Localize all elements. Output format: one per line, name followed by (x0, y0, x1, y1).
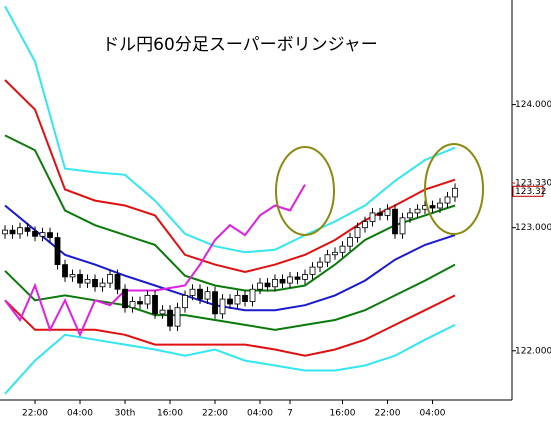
candle-body (152, 294, 158, 315)
candle-body (174, 307, 181, 327)
candle-body (309, 266, 316, 275)
candle-body (204, 291, 211, 300)
x-tick-label: 16:00 (157, 409, 183, 419)
highlight-circle (424, 143, 484, 235)
candle-body (189, 288, 196, 296)
candle-body (399, 217, 406, 235)
band-line (4, 134, 456, 292)
plot-area (2, 5, 458, 395)
candle-body (144, 294, 151, 305)
x-tick-label: 04:00 (420, 409, 446, 419)
candle-body (369, 212, 376, 222)
price-label: 123.330 (515, 179, 551, 189)
candle-body (347, 237, 353, 247)
y-tick-label: 122.000 (515, 346, 551, 356)
candle-body (227, 298, 233, 305)
candle-body (2, 229, 8, 235)
candle-body (249, 288, 256, 302)
candle-body (62, 264, 68, 278)
candle-body (242, 294, 248, 302)
y-tick-label: 123.000 (515, 223, 551, 233)
x-tick-label: 22:00 (202, 409, 228, 419)
candle-body (317, 261, 323, 268)
candle-body (279, 278, 286, 284)
x-tick-label: 7 (287, 409, 293, 419)
candle-body (77, 274, 83, 284)
band-line (4, 5, 456, 254)
candle-body (17, 227, 23, 235)
candle-body (159, 309, 166, 315)
x-tick-label: 22:00 (22, 409, 48, 419)
candle-body (444, 196, 451, 204)
candle-body (129, 301, 136, 309)
candle-body (107, 274, 113, 284)
candle-body (137, 301, 143, 305)
candle-body (392, 208, 398, 235)
candle-body (197, 288, 203, 300)
x-tick-label: 22:00 (375, 409, 401, 419)
candle-body (452, 187, 458, 198)
candle-body (47, 232, 53, 238)
candle-body (437, 202, 443, 209)
candle-body (39, 232, 46, 237)
candle-body (429, 205, 436, 209)
candle-body (287, 276, 293, 284)
candle-body (234, 294, 241, 305)
candle-body (99, 282, 106, 288)
candle-body (294, 276, 301, 280)
candle-body (272, 278, 278, 288)
candle-body (219, 298, 226, 315)
candle-body (384, 208, 391, 216)
band-line (4, 294, 456, 357)
candle-body (212, 291, 218, 315)
candle-body (332, 251, 338, 256)
candle-body (69, 274, 76, 278)
x-tick-label: 04:00 (247, 409, 273, 419)
candle-body (302, 274, 308, 280)
band-line (4, 263, 456, 331)
price-label-box (512, 185, 544, 197)
price-label: 123.32 (515, 187, 547, 197)
candle-body (407, 212, 413, 219)
y-tick-label: 124.000 (515, 100, 551, 110)
candle-body (182, 294, 188, 309)
candle-body (84, 278, 91, 284)
candle-body (92, 278, 98, 288)
candle-body (257, 282, 263, 290)
candle-body (24, 227, 31, 232)
candle-body (377, 212, 383, 216)
candle-body (114, 274, 121, 290)
candle-body (9, 229, 16, 235)
candle-body (54, 237, 61, 266)
candle-body (122, 288, 128, 309)
candle-body (414, 208, 421, 214)
candle-body (324, 254, 331, 263)
x-tick-label: 16:00 (330, 409, 356, 419)
candle-body (339, 245, 346, 253)
candle-body (32, 230, 38, 237)
candle-body (354, 227, 361, 238)
highlight-circle (275, 146, 335, 236)
chart-title: ドル円60分足スーパーボリンジャー (102, 35, 378, 55)
candle-body (362, 221, 368, 229)
x-tick-label: 30th (115, 409, 136, 419)
x-tick-label: 04:00 (67, 409, 93, 419)
candle-body (167, 309, 173, 327)
candle-body (264, 282, 271, 288)
